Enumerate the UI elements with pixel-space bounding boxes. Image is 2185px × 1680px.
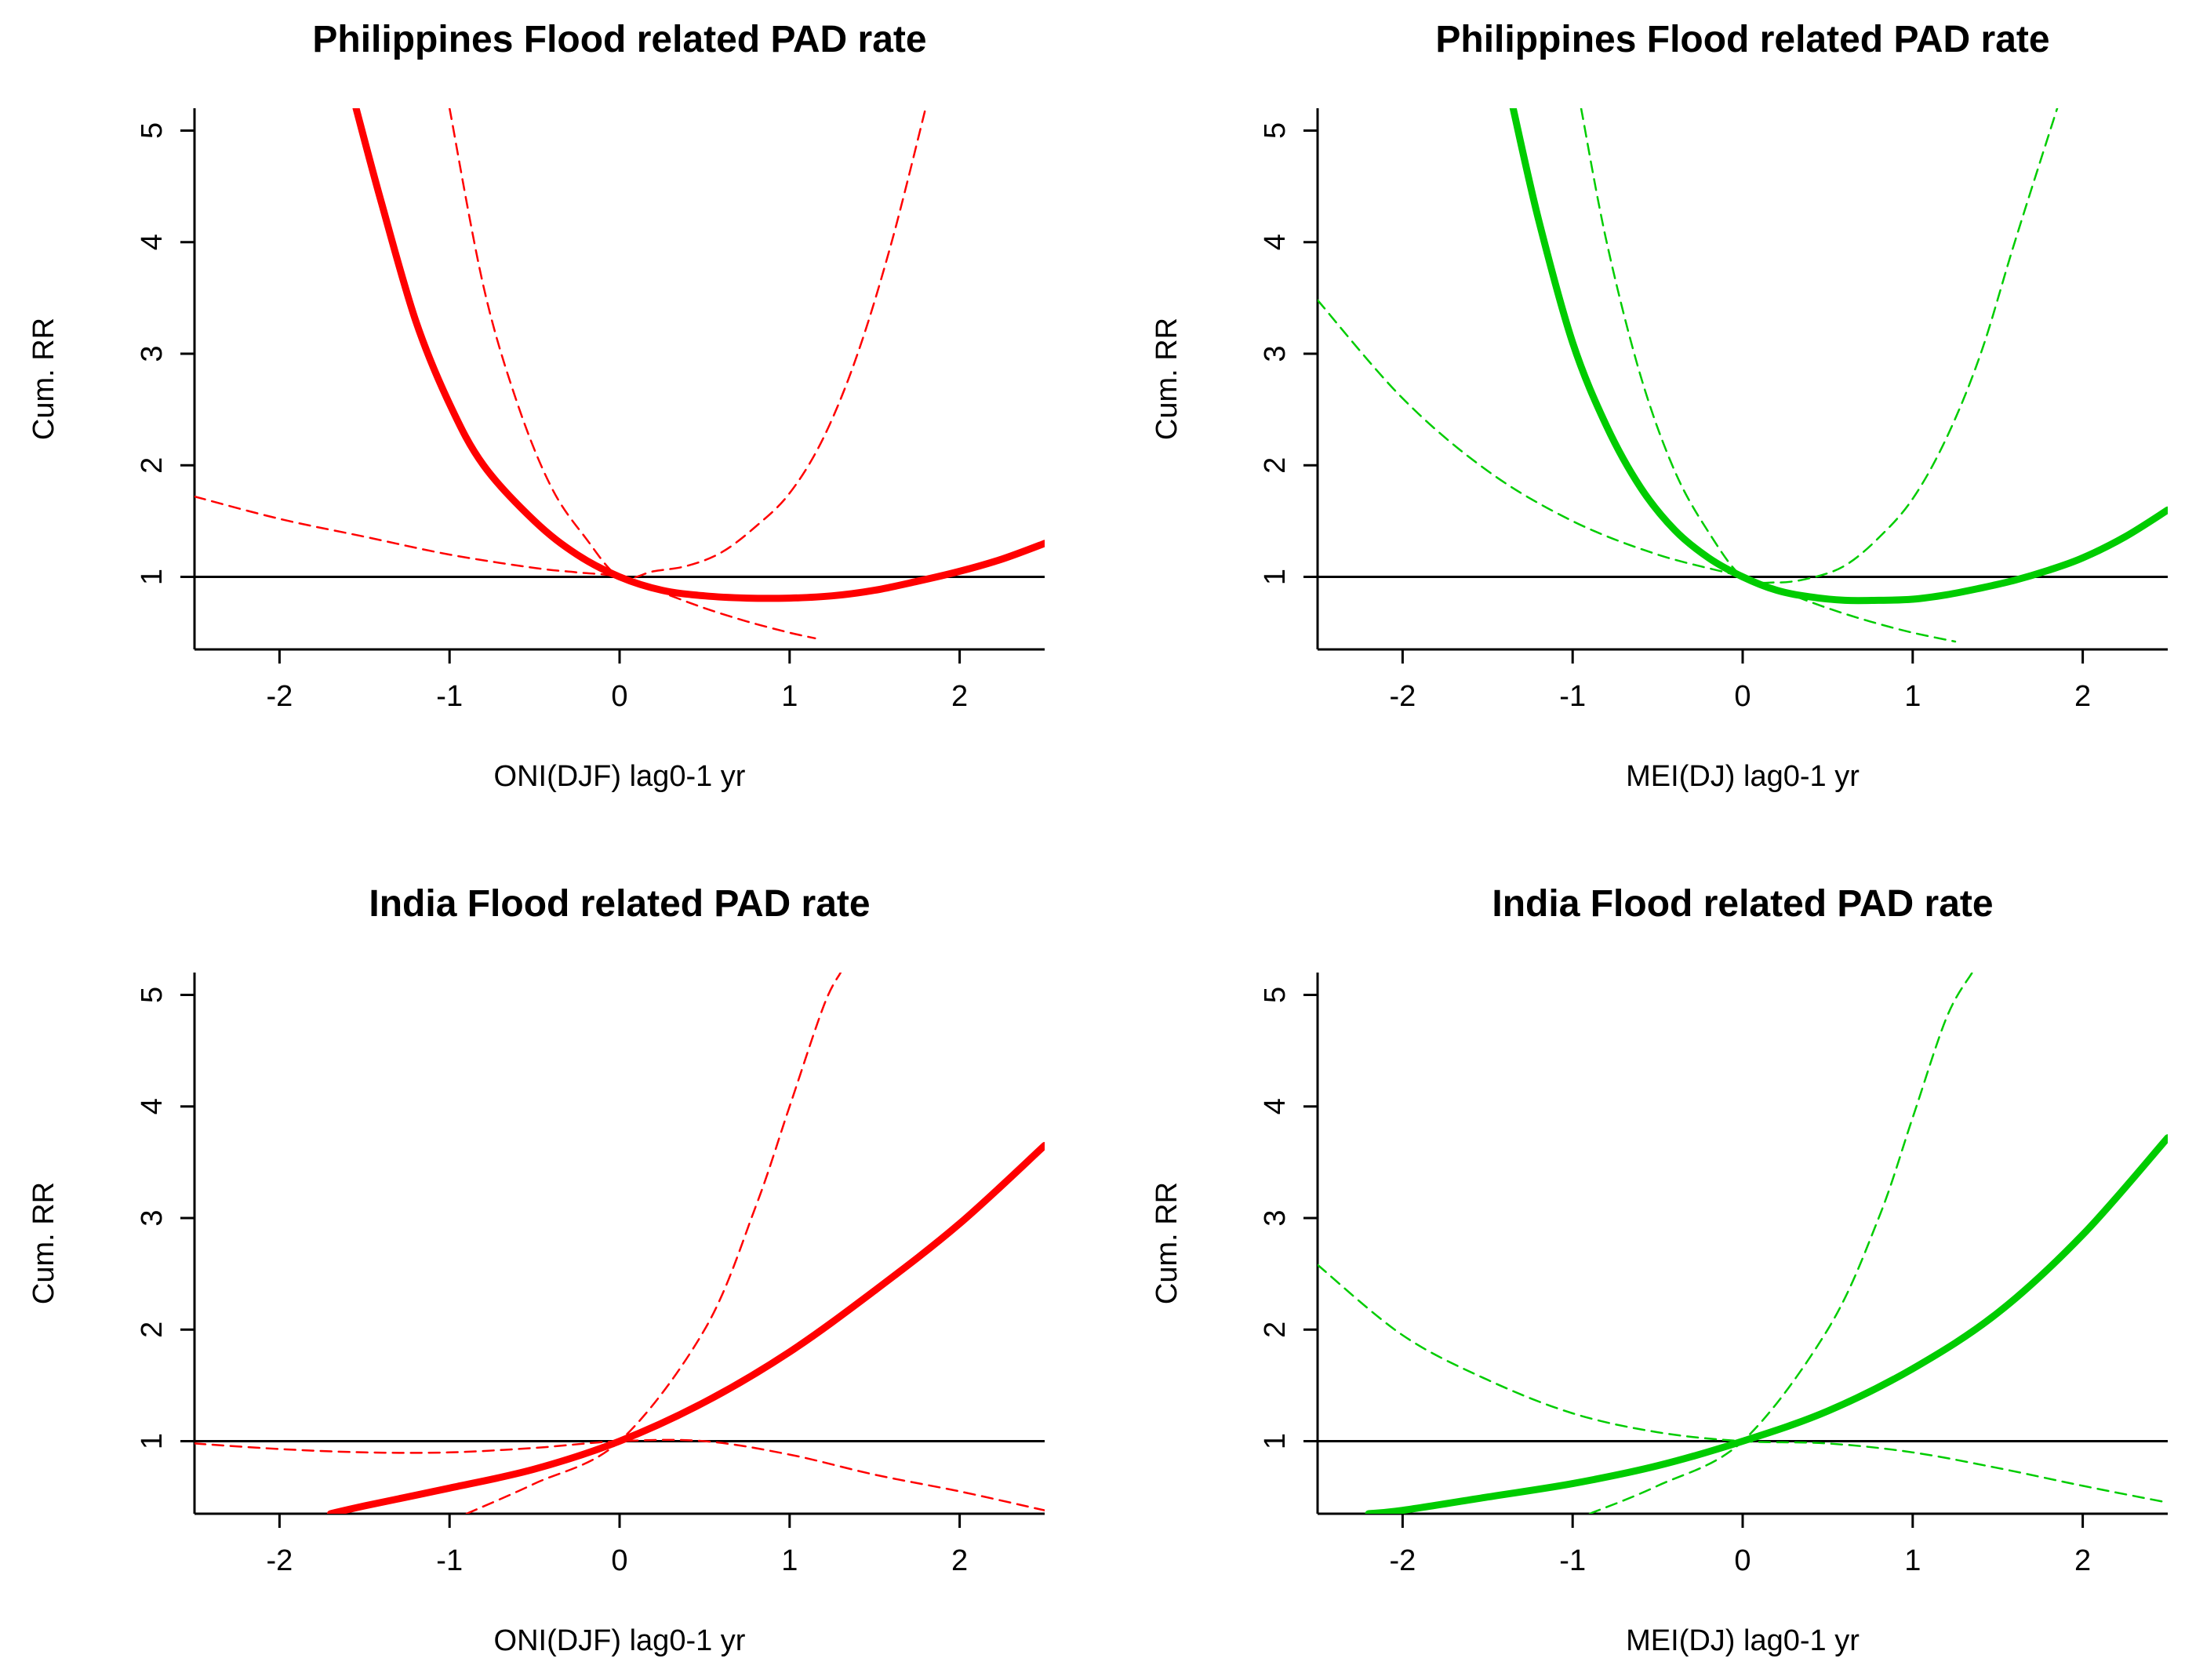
y-tick-label: 1	[136, 569, 169, 585]
x-tick-label: 2	[2074, 1544, 2091, 1577]
series-group	[1318, 108, 2168, 643]
chart-title: India Flood related PAD rate	[369, 883, 870, 925]
y-tick-label: 3	[136, 345, 169, 362]
chart-title: India Flood related PAD rate	[1492, 883, 1993, 925]
y-axis-label: Cum. RR	[27, 318, 60, 440]
x-tick-label: 0	[1734, 1544, 1751, 1577]
y-axis-label: Cum. RR	[27, 1182, 60, 1304]
x-tick-label: -1	[1559, 680, 1586, 713]
x-tick-label: 0	[611, 680, 627, 713]
x-tick-label: -2	[267, 1544, 293, 1577]
y-tick-label: 4	[1259, 234, 1292, 250]
series-line-ci-upper	[1580, 108, 2059, 584]
series-group	[195, 108, 1045, 640]
y-tick-label: 5	[136, 987, 169, 1003]
x-tick-label: 1	[1904, 1544, 1921, 1577]
y-tick-label: 5	[1259, 987, 1292, 1003]
x-tick-label: 2	[951, 680, 968, 713]
x-axis-label: MEI(DJ) lag0-1 yr	[1626, 760, 1860, 793]
series-line-ci-upper	[465, 973, 842, 1514]
y-tick-label: 1	[1259, 569, 1292, 585]
y-tick-label: 2	[136, 1322, 169, 1338]
y-tick-label: 4	[136, 234, 169, 250]
y-tick-label: 3	[136, 1209, 169, 1226]
chart-panel-2: Philippines Flood related PAD rate -2 -1 0 1…	[1151, 19, 2168, 793]
y-tick-label: 2	[1259, 1322, 1292, 1338]
chart-panel-4: India Flood related PAD rate -2 -1 0 1 2 1 2 3 4 5…	[1151, 883, 2168, 1657]
x-tick-label: -1	[436, 1544, 463, 1577]
x-tick-label: 0	[611, 1544, 627, 1577]
chart-title: Philippines Flood related PAD rate	[312, 19, 926, 60]
x-tick-label: 0	[1734, 680, 1751, 713]
x-tick-label: 1	[781, 1544, 798, 1577]
series-line-ci-upper	[448, 108, 927, 580]
chart-panel-1: Philippines Flood related PAD rate -2 -1 0 1…	[27, 19, 1045, 793]
x-axis-label: MEI(DJ) lag0-1 yr	[1626, 1624, 1860, 1657]
x-tick-label: 2	[2074, 680, 2091, 713]
series-group	[1318, 973, 2168, 1514]
y-tick-label: 2	[1259, 457, 1292, 474]
y-tick-label: 5	[1259, 122, 1292, 139]
x-tick-label: -2	[1390, 1544, 1416, 1577]
y-tick-label: 3	[1259, 1209, 1292, 1226]
y-tick-label: 4	[1259, 1098, 1292, 1115]
x-tick-label: 1	[1904, 680, 1921, 713]
series-line-ci-upper	[1588, 973, 1973, 1514]
x-tick-label: 1	[781, 680, 798, 713]
series-line-rr	[326, 1142, 1045, 1514]
y-tick-label: 5	[136, 122, 169, 139]
x-tick-label: -1	[436, 680, 463, 713]
x-tick-label: -2	[1390, 680, 1416, 713]
x-tick-label: -2	[267, 680, 293, 713]
y-axis-label: Cum. RR	[1151, 1182, 1183, 1304]
x-axis-label: ONI(DJF) lag0-1 yr	[494, 1624, 746, 1657]
series-line-rr	[1509, 108, 2168, 605]
x-axis-label: ONI(DJF) lag0-1 yr	[494, 760, 746, 793]
x-tick-label: -1	[1559, 1544, 1586, 1577]
series-line-ci-lower	[1318, 299, 1957, 643]
y-axis-label: Cum. RR	[1151, 318, 1183, 440]
y-tick-label: 1	[136, 1433, 169, 1449]
y-tick-label: 4	[136, 1098, 169, 1115]
chart-panel-3: India Flood related PAD rate -2 -1 0 1 2 1 2 3 4 5…	[27, 883, 1045, 1657]
series-line-rr	[352, 108, 1045, 602]
x-tick-label: 2	[951, 1544, 968, 1577]
series-line-rr	[1365, 1134, 2168, 1514]
chart-title: Philippines Flood related PAD rate	[1435, 19, 2049, 60]
series-group	[195, 973, 1045, 1514]
y-tick-label: 2	[136, 457, 169, 474]
y-tick-label: 1	[1259, 1433, 1292, 1449]
series-line-ci-lower	[195, 495, 816, 640]
y-tick-label: 3	[1259, 345, 1292, 362]
